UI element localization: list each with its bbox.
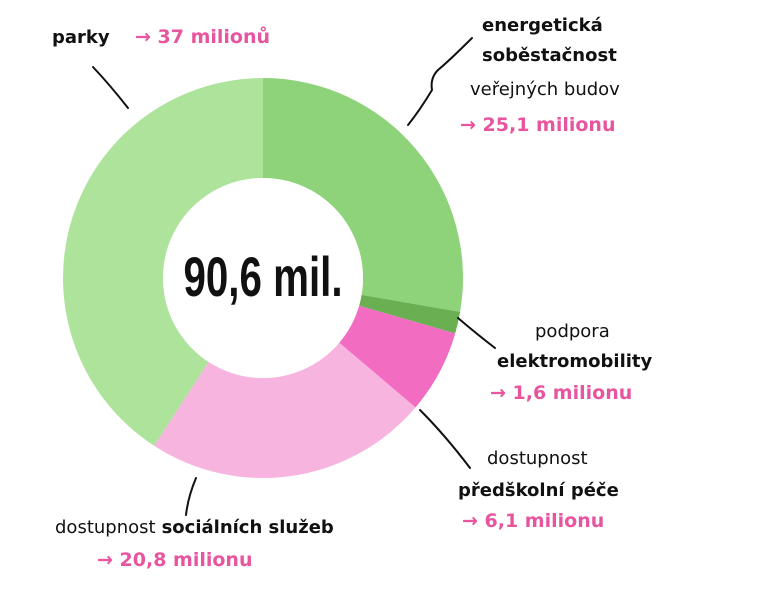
donut-hole	[163, 178, 363, 378]
category-label: soběstačnost	[482, 45, 617, 66]
category-label: energetická	[482, 15, 603, 36]
category-label: předškolní péče	[458, 480, 619, 501]
leader-line	[185, 477, 197, 516]
category-label-part: elektromobility	[497, 351, 653, 372]
category-label: veřejných budov	[470, 79, 620, 100]
value-label: → 20,8 milionu	[97, 549, 252, 571]
donut-segment	[339, 305, 456, 408]
category-label: dostupnost sociálních služeb	[55, 517, 334, 538]
value-label: → 25,1 milionu	[460, 114, 615, 136]
category-label-part: veřejných budov	[470, 79, 620, 100]
category-label: parky	[52, 27, 110, 48]
category-label-part: soběstačnost	[482, 45, 617, 66]
category-label: elektromobility	[497, 351, 653, 372]
donut-segment	[263, 78, 464, 312]
donut-segment	[359, 294, 461, 334]
center-label: 90,6 mil.	[183, 247, 342, 309]
value-label: → 37 milionů	[135, 25, 270, 48]
category-label-part: sociálních služeb	[162, 517, 334, 538]
leader-line	[92, 66, 129, 109]
category-label-part: parky	[52, 27, 110, 48]
leader-line	[457, 317, 496, 349]
category-label-part: předškolní péče	[458, 480, 619, 501]
donut-segment	[62, 78, 263, 446]
category-label: dostupnost	[487, 448, 588, 469]
leader-line	[407, 37, 473, 126]
category-label-part: podpora	[535, 321, 610, 342]
donut-segment	[154, 342, 416, 478]
category-label-part: dostupnost	[55, 517, 156, 538]
category-label-part: energetická	[482, 15, 603, 36]
value-label: → 1,6 milionu	[490, 382, 632, 404]
category-label: podpora	[535, 321, 610, 342]
donut	[62, 78, 464, 478]
leader-line	[419, 409, 471, 469]
value-label: → 6,1 milionu	[462, 510, 604, 532]
category-label-part: dostupnost	[487, 448, 588, 469]
